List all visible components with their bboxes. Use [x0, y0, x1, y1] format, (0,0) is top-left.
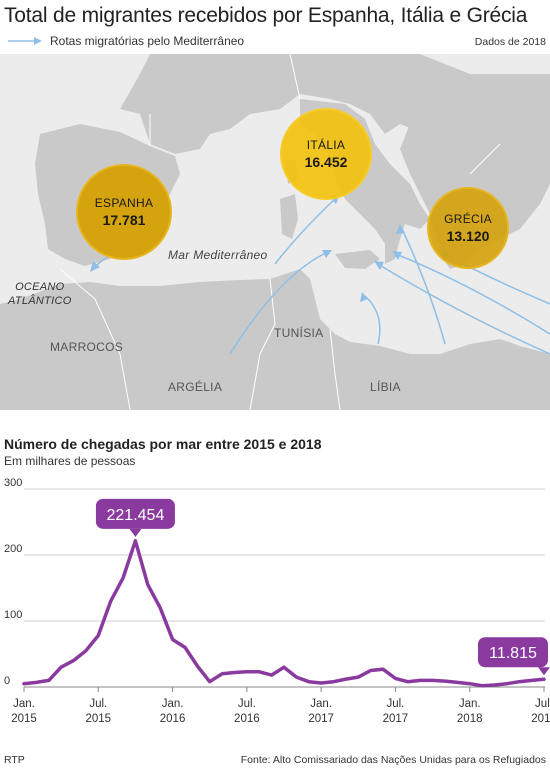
- y-tick-label: 0: [4, 675, 10, 687]
- ocean-label-line2: ATLÂNTICO: [8, 295, 72, 307]
- ocean-label-line1: OCEANO: [15, 281, 65, 293]
- sea-label: Mar Mediterrâneo: [168, 248, 268, 262]
- x-tick-label-year: 2017: [308, 713, 334, 725]
- y-tick-label: 300: [4, 477, 22, 489]
- europe-landmass: [120, 54, 550, 204]
- routes-legend-label: Rotas migratórias pelo Mediterrâneo: [50, 34, 245, 48]
- route-arrow-icon: [8, 37, 42, 45]
- data-date-note: Dados de 2018: [474, 36, 546, 48]
- chart-main-title: Total de migrantes recebidos por Espanha…: [4, 4, 528, 27]
- series-line: [22, 539, 546, 688]
- morocco-label: MARROCOS: [50, 340, 124, 354]
- mediterranean-map: ESPANHA 17.781 ITÁLIA 16.452 GRÉCIA 13.1…: [0, 54, 550, 410]
- x-tick-label-year: 2015: [11, 713, 37, 725]
- route-to-italy-east-3: [395, 253, 550, 335]
- data-callout-pointer: [538, 667, 550, 676]
- italy-bubble: ITÁLIA 16.452: [280, 108, 372, 200]
- algeria-label: ARGÉLIA: [168, 380, 223, 394]
- line-chart-title: Número de chegadas por mar entre 2015 e …: [4, 436, 322, 452]
- x-tick-label-year: 2018: [531, 713, 550, 725]
- italy-name: ITÁLIA: [306, 138, 346, 152]
- spain-bubble: ESPANHA 17.781: [76, 164, 172, 260]
- x-tick-label: Jul.: [89, 698, 107, 710]
- italy-value: 16.452: [304, 154, 348, 170]
- spain-name: ESPANHA: [94, 196, 154, 210]
- x-tick-label: Jan.: [310, 698, 332, 710]
- greece-bubble: GRÉCIA 13.120: [427, 187, 509, 269]
- greece-name: GRÉCIA: [444, 212, 492, 226]
- data-label: 11.815: [489, 645, 537, 662]
- footer-source: Fonte: Alto Comissariado das Nações Unid…: [240, 754, 546, 766]
- x-tick-label: Jul.: [386, 698, 404, 710]
- route-to-sicily: [364, 295, 381, 345]
- route-to-italy-east-1: [401, 228, 446, 345]
- route-to-italy-west: [274, 197, 337, 265]
- x-tick-label: Jan.: [162, 698, 184, 710]
- libya-label: LÍBIA: [370, 380, 401, 394]
- x-tick-label: Jul.: [238, 698, 256, 710]
- data-label: 221.454: [107, 507, 165, 524]
- footer-brand: RTP: [4, 754, 25, 766]
- x-tick-label-year: 2015: [85, 713, 111, 725]
- ocean-label: OCEANO ATLÂNTICO: [8, 280, 72, 308]
- tunisia-label: TUNÍSIA: [274, 326, 324, 340]
- sardinia-landmass: [280, 194, 298, 239]
- x-tick-label-year: 2017: [383, 713, 409, 725]
- data-callout-box: [95, 498, 175, 529]
- x-tick-label-year: 2018: [457, 713, 483, 725]
- y-tick-label: 200: [4, 543, 22, 555]
- sicily-landmass: [335, 250, 380, 269]
- routes-legend: Rotas migratórias pelo Mediterrâneo: [6, 34, 244, 48]
- route-to-italy-libya: [229, 251, 329, 355]
- x-tick-label: Jul.: [535, 698, 550, 710]
- x-tick-label: Jan.: [13, 698, 35, 710]
- north-africa-landmass: [0, 269, 550, 410]
- spain-value: 17.781: [102, 212, 146, 228]
- route-to-italy-east-2: [377, 263, 550, 355]
- data-callout-box: [478, 637, 548, 668]
- x-tick-label: Jan.: [459, 698, 481, 710]
- arrivals-line-chart: 0 100 200 300 Jan. 2015 Jul. 2015 Jan. 2016 Jul. 20…: [4, 477, 550, 725]
- x-tick-label-year: 2016: [234, 713, 260, 725]
- greece-value: 13.120: [446, 228, 490, 244]
- x-tick-label-year: 2016: [160, 713, 186, 725]
- y-tick-label: 100: [4, 609, 22, 621]
- map-borders: [59, 54, 501, 410]
- line-chart-subtitle: Em milhares de pessoas: [4, 454, 136, 468]
- data-callout-pointer: [129, 528, 142, 537]
